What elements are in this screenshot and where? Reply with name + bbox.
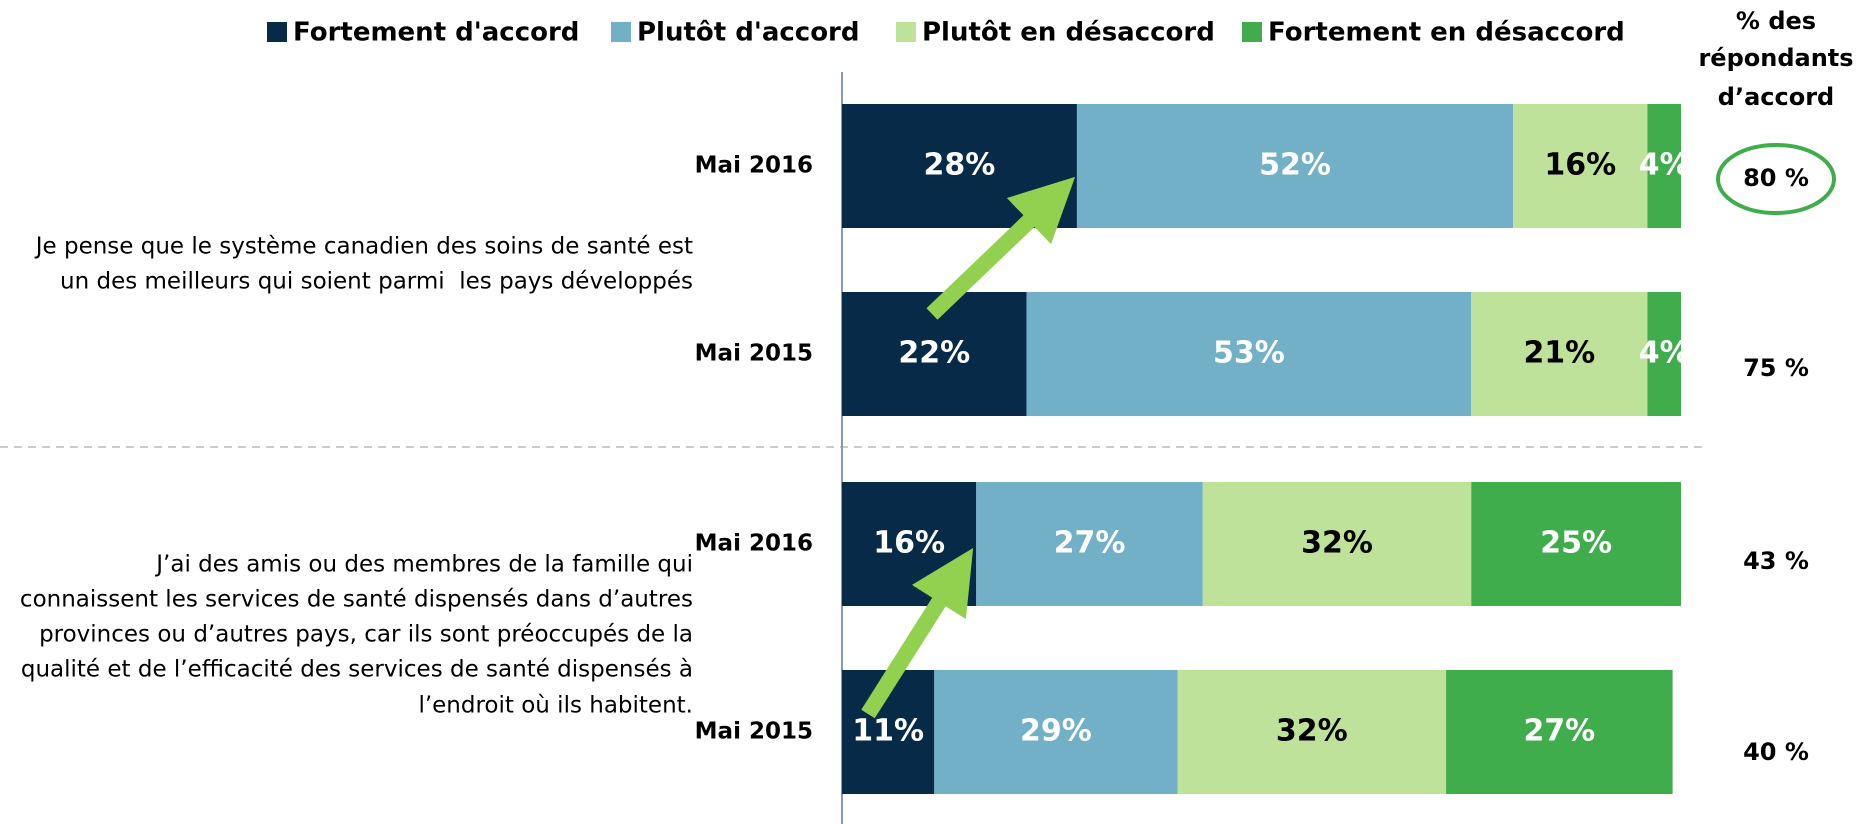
bar-segment xyxy=(1513,104,1648,228)
value-label: 27% xyxy=(1523,714,1595,749)
legend-label: Fortement en désaccord xyxy=(1268,18,1625,48)
agree-value: 75 % xyxy=(1743,354,1809,382)
value-label: 16% xyxy=(1544,148,1616,183)
value-label: 32% xyxy=(1276,714,1348,749)
value-label: 32% xyxy=(1301,526,1373,561)
value-label: 21% xyxy=(1523,336,1595,371)
value-label: 4% xyxy=(1639,148,1690,183)
legend-swatch xyxy=(1242,22,1262,42)
value-label: 53% xyxy=(1213,336,1285,371)
category-label: Mai 2016 xyxy=(695,531,813,557)
legend-swatch xyxy=(611,22,631,42)
agree-value: 43 % xyxy=(1743,547,1809,575)
bar-segment xyxy=(1446,670,1673,794)
agree-value: 40 % xyxy=(1743,738,1809,766)
category-label: Mai 2015 xyxy=(695,341,813,367)
statement-label: J’ai des amis ou des membres de la famil… xyxy=(154,552,693,578)
bar-segment xyxy=(1471,482,1681,606)
trend-arrow xyxy=(926,176,1076,320)
bar-segment xyxy=(1647,104,1681,228)
legend-label: Fortement d'accord xyxy=(293,18,579,48)
statement-label: provinces ou d’autres pays, car ils sont… xyxy=(39,622,693,648)
bar-segment xyxy=(1076,104,1514,228)
bar-segment xyxy=(976,482,1203,606)
agree-value: 80 % xyxy=(1743,164,1809,192)
trend-arrow xyxy=(861,547,974,719)
statement-label: qualité et de l’efficacité des services … xyxy=(21,657,693,683)
statement-label: connaissent les services de santé dispen… xyxy=(20,587,693,613)
bar-segment xyxy=(1202,482,1472,606)
value-label: 52% xyxy=(1259,148,1331,183)
bar-segment xyxy=(1647,292,1681,416)
bar-segment xyxy=(1026,292,1472,416)
legend-label: Plutôt d'accord xyxy=(637,18,860,48)
category-label: Mai 2016 xyxy=(695,153,813,179)
bar-segment xyxy=(934,670,1178,794)
agree-header: d’accord xyxy=(1718,83,1834,111)
legend-label: Plutôt en désaccord xyxy=(922,18,1215,48)
value-label: 25% xyxy=(1540,526,1612,561)
agree-header: répondants xyxy=(1698,44,1853,72)
legend-swatch xyxy=(896,22,916,42)
value-label: 28% xyxy=(924,148,996,183)
bar-segment xyxy=(1177,670,1447,794)
value-label: 11% xyxy=(852,714,924,749)
value-label: 29% xyxy=(1020,714,1092,749)
highlight-circle xyxy=(1716,143,1836,215)
category-label: Mai 2015 xyxy=(695,719,813,745)
agree-header: % des xyxy=(1736,7,1816,35)
legend-swatch xyxy=(267,22,287,42)
statement-label: l’endroit où ils habitent. xyxy=(418,693,693,719)
bar-segment xyxy=(1471,292,1648,416)
value-label: 16% xyxy=(873,526,945,561)
statement-label: Je pense que le système canadien des soi… xyxy=(34,234,693,260)
value-label: 4% xyxy=(1639,336,1690,371)
value-label: 22% xyxy=(898,336,970,371)
value-label: 27% xyxy=(1054,526,1126,561)
statement-label: un des meilleurs qui soient parmi les pa… xyxy=(60,269,693,295)
